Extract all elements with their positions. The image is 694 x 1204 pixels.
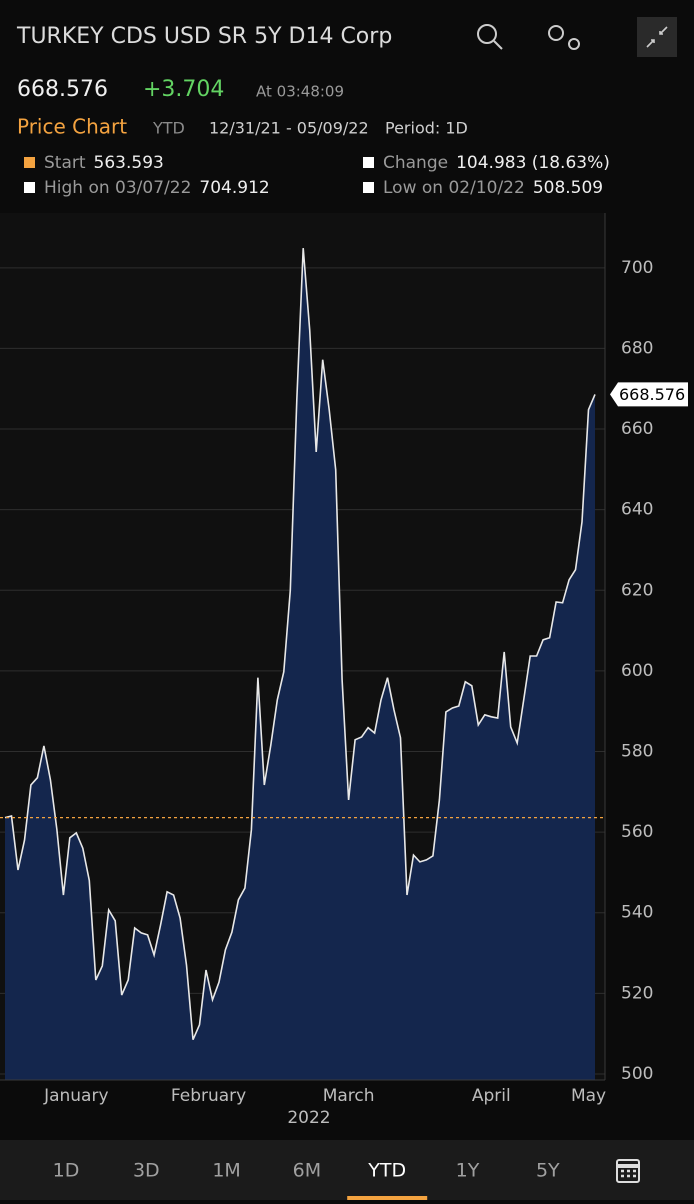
price-line [4,248,596,1041]
stat-swatch [24,182,35,193]
tab[interactable]: 5Y [536,1160,560,1182]
y-tick-label: 680 [621,338,653,358]
x-tick-label: January [43,1086,108,1106]
price-change: +3.704 [143,77,224,102]
calendar-button[interactable] [616,1159,640,1183]
y-tick-label: 700 [621,258,653,278]
stat-swatch [24,157,35,168]
last-price-label: 668.576 [619,385,685,404]
tab[interactable]: YTD [367,1160,406,1182]
area-fill [5,248,595,1081]
settings-icon[interactable] [548,25,580,50]
stat-value: 704.912 [199,178,269,198]
last-price: 668.576 [17,77,108,102]
chart-range: YTD [152,119,185,138]
y-tick-label: 560 [621,822,653,842]
stat-label: Change [383,153,448,173]
title: TURKEY CDS USD SR 5Y D14 Corp [16,24,392,49]
y-tick-label: 520 [621,983,653,1003]
tab[interactable]: 6M [293,1160,321,1182]
tab-bar [0,1140,694,1200]
last-price-callout [610,382,688,407]
x-tick-label: February [171,1086,246,1106]
stat-swatch [363,157,374,168]
y-tick-label: 580 [621,741,653,761]
y-tick-label: 540 [621,903,653,923]
y-tick-label: 640 [621,500,653,520]
stat-value: 563.593 [94,153,164,173]
x-tick-label: May [571,1086,606,1106]
y-tick-label: 500 [621,1064,653,1084]
search-icon[interactable] [477,24,503,50]
stat-label: Low on 02/10/22 [383,178,525,198]
chart-name: Price Chart [17,115,127,139]
y-tick-label: 620 [621,580,653,600]
x-sublabel: 2022 [287,1108,330,1128]
collapse-button[interactable] [637,17,677,57]
y-tick-label: 600 [621,661,653,681]
tab[interactable]: 1Y [456,1160,480,1182]
x-tick-label: March [323,1086,375,1106]
tab[interactable]: 1M [212,1160,240,1182]
active-tab-indicator [347,1196,428,1200]
y-tick-label: 660 [621,419,653,439]
stat-label: High on 03/07/22 [44,178,191,198]
x-tick-label: April [472,1086,511,1106]
chart-period: Period: 1D [385,119,468,138]
chart-dates: 12/31/21 - 05/09/22 [209,119,369,138]
stat-value: 104.983 (18.63%) [456,153,610,173]
stat-swatch [363,182,374,193]
stat-value: 508.509 [533,178,603,198]
quote-time: At 03:48:09 [256,83,344,101]
tab[interactable]: 1D [53,1160,80,1182]
stat-label: Start [44,153,86,173]
tab[interactable]: 3D [133,1160,160,1182]
